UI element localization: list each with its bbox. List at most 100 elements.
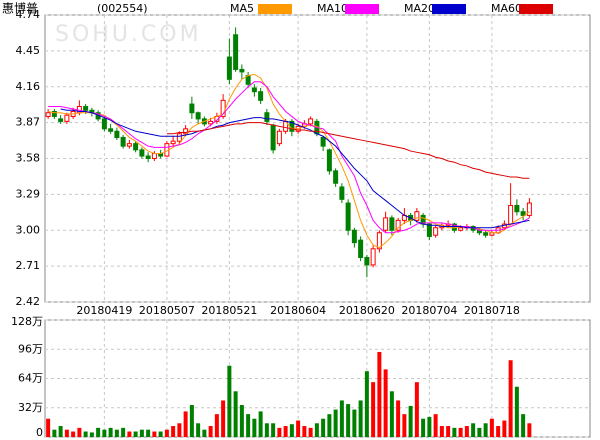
volume-bar <box>96 427 101 437</box>
candle-body <box>433 227 439 236</box>
candle-body <box>64 114 70 122</box>
volume-bar <box>121 427 126 437</box>
volume-bar <box>483 423 488 437</box>
candle-body <box>358 239 364 258</box>
y-tick-label: 3.00 <box>16 223 41 236</box>
volume-bar <box>377 351 382 437</box>
volume-bar <box>139 429 144 437</box>
volume-bar <box>127 431 132 437</box>
y-tick-label: 4.45 <box>16 44 41 57</box>
x-tick-label: 20180419 <box>76 304 132 317</box>
volume-bar <box>458 427 463 437</box>
volume-bar <box>346 404 351 437</box>
ma-line <box>48 73 530 249</box>
volume-bar <box>521 414 526 437</box>
volume-bar <box>414 382 419 437</box>
volume-bar <box>89 432 94 437</box>
volume-bar <box>527 423 532 437</box>
candle-body <box>526 202 532 216</box>
volume-bar <box>77 427 82 437</box>
volume-bar <box>221 400 226 437</box>
volume-bar <box>108 427 113 437</box>
volume-bar <box>364 371 369 437</box>
volume-bar <box>446 426 451 437</box>
volume-bar <box>102 429 107 437</box>
volume-bar <box>408 405 413 437</box>
volume-bar <box>264 423 269 437</box>
candle-body <box>426 223 432 237</box>
volume-bar <box>296 420 301 437</box>
volume-bar <box>158 431 163 437</box>
y-tick-label: 2.71 <box>16 259 41 272</box>
volume-bar <box>146 429 151 437</box>
candle-body <box>520 211 526 216</box>
volume-bar <box>452 427 457 437</box>
candle-body <box>51 110 57 117</box>
volume-bar <box>471 423 476 437</box>
candle-body <box>151 153 157 160</box>
candle-body <box>58 118 64 122</box>
candle-body <box>126 143 132 147</box>
watermark: SOHU.COM <box>55 22 202 47</box>
volume-bar <box>214 414 219 437</box>
candle-body <box>226 56 232 80</box>
candle-body <box>258 91 264 101</box>
volume-bar <box>314 423 319 437</box>
volume-bar <box>389 391 394 437</box>
candle-body <box>120 136 126 147</box>
volume-bar <box>439 426 444 437</box>
candle-body <box>483 232 489 236</box>
volume-bar <box>189 405 194 437</box>
candle-body <box>251 87 257 93</box>
volume-bar <box>489 418 494 437</box>
candle-body <box>170 140 176 145</box>
x-tick-label: 20180704 <box>401 304 457 317</box>
volume-bar <box>58 426 63 437</box>
volume-bar <box>202 429 207 437</box>
candle-body <box>414 211 420 221</box>
candle-body <box>108 128 114 132</box>
volume-bar <box>133 431 138 437</box>
candle-body <box>183 128 189 135</box>
volume-bar <box>71 431 76 437</box>
candle-body <box>189 103 195 114</box>
ma-line <box>166 122 530 179</box>
volume-bar <box>271 423 276 437</box>
y-tick-label: 4.74 <box>16 8 41 21</box>
candle-body <box>383 217 389 231</box>
candle-body <box>395 219 401 231</box>
volume-bar <box>196 423 201 437</box>
volume-tick-label: 128万 <box>11 315 43 328</box>
candle-body <box>389 217 395 231</box>
volume-bar <box>496 426 501 437</box>
candle-body <box>101 118 107 130</box>
volume-bar <box>358 400 363 437</box>
x-tick-label: 20180507 <box>139 304 195 317</box>
volume-bar <box>371 382 376 437</box>
volume-bar <box>402 414 407 437</box>
ma-line <box>48 81 530 234</box>
chart-title: 惠博普 <box>2 1 38 16</box>
volume-tick-label: 64万 <box>18 372 43 385</box>
candle-body <box>45 112 51 117</box>
volume-bar <box>46 418 51 437</box>
candle-body <box>264 112 270 122</box>
candle-body <box>133 143 139 151</box>
x-tick-label: 20180620 <box>339 304 395 317</box>
volume-bar <box>283 426 288 437</box>
volume-bar <box>327 414 332 437</box>
candle-body <box>308 118 314 125</box>
volume-bar <box>502 420 507 437</box>
candle-body <box>114 130 120 138</box>
volume-bar <box>258 411 263 437</box>
x-tick-label: 20180718 <box>464 304 520 317</box>
candle-body <box>208 120 214 125</box>
volume-bar <box>514 386 519 437</box>
volume-bar <box>171 426 176 437</box>
candle-body <box>376 232 382 250</box>
y-tick-label: 4.16 <box>16 80 41 93</box>
volume-tick-label: 96万 <box>18 342 43 355</box>
ma-line <box>60 108 530 229</box>
volume-bar <box>177 423 182 437</box>
